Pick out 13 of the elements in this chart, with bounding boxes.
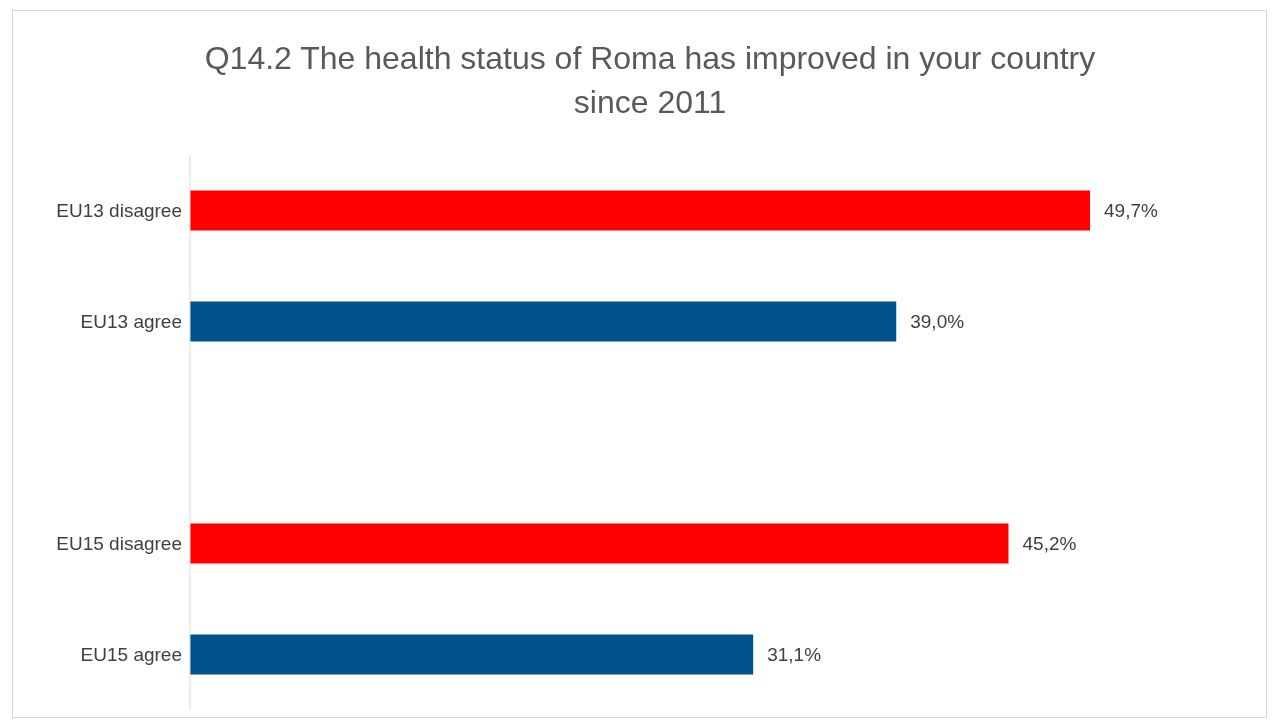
chart-title: Q14.2 The health status of Roma has improved in your country since 2011 xyxy=(203,39,1097,122)
bar xyxy=(190,523,1009,564)
bar xyxy=(190,634,754,675)
bar xyxy=(190,301,897,342)
y-tick-label: EU13 agree xyxy=(80,311,182,333)
data-label: 39,0% xyxy=(910,311,965,333)
y-tick-label: EU15 disagree xyxy=(56,533,182,555)
data-label: 31,1% xyxy=(767,644,822,666)
y-tick-label: EU15 agree xyxy=(80,644,182,666)
data-label: 45,2% xyxy=(1022,533,1077,555)
y-tick-label: EU13 disagree xyxy=(56,200,182,222)
data-label: 49,7% xyxy=(1104,200,1158,222)
bar xyxy=(190,190,1090,231)
